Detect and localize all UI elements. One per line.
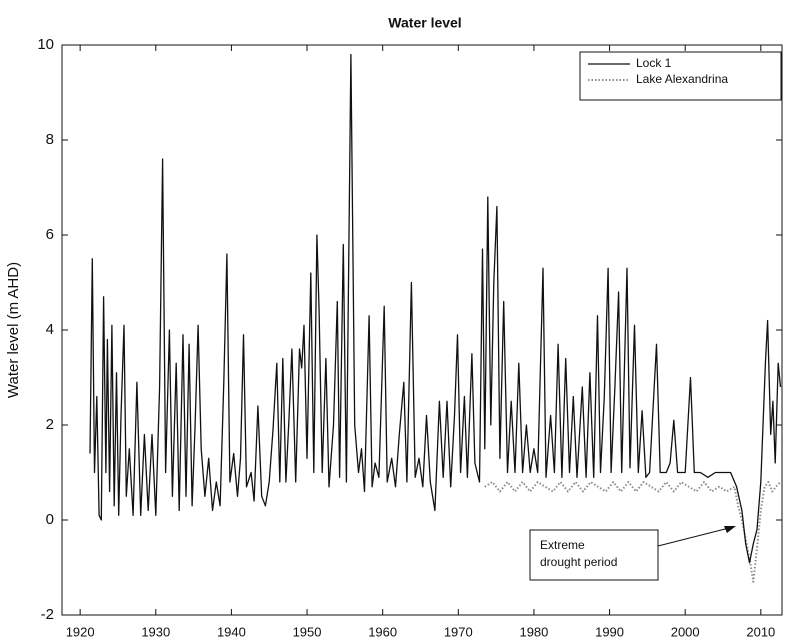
x-tick-label: 1960 (368, 624, 397, 639)
y-tick-label: 10 (37, 36, 54, 53)
annotation: Extreme drought period (529, 526, 736, 581)
series-line (89, 53, 782, 564)
x-tick-label: 1990 (595, 624, 624, 639)
legend-box (579, 51, 782, 101)
annotation-text: Extreme (540, 538, 585, 552)
legend-label: Lock 1 (636, 56, 672, 70)
x-tick-label: 1980 (519, 624, 548, 639)
y-tick-label: 4 (46, 321, 54, 338)
x-tick-label: 1930 (141, 624, 170, 639)
chart-title: Water level (388, 15, 461, 31)
arrow-head (724, 526, 736, 533)
y-tick-label: -2 (41, 606, 54, 623)
annotation-arrow (657, 526, 734, 547)
x-tick-label: 2010 (746, 624, 775, 639)
y-tick-label: 2 (46, 416, 54, 433)
y-tick-label: 0 (46, 511, 54, 528)
series-line (484, 481, 782, 583)
x-tick-label: 1920 (66, 624, 95, 639)
y-axis-label: Water level (m AHD) (5, 262, 22, 398)
x-tick-label: 1950 (293, 624, 322, 639)
y-tick-label: 6 (46, 226, 54, 243)
legend-label: Lake Alexandrina (636, 72, 728, 86)
y-tick-label: 8 (46, 131, 54, 148)
x-tick-label: 2000 (671, 624, 700, 639)
annotation-text: drought period (540, 555, 617, 569)
x-tick-label: 1970 (444, 624, 473, 639)
x-tick-label: 1940 (217, 624, 246, 639)
annotation-box (529, 529, 659, 581)
